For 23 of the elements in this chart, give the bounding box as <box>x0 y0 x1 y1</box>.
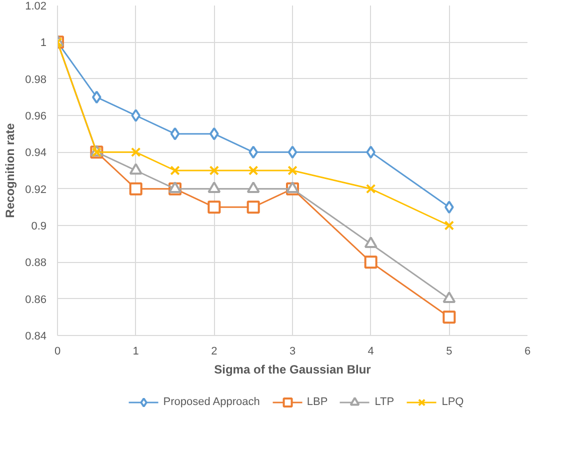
y-tick-label: 1.02 <box>25 0 47 12</box>
x-axis-title: Sigma of the Gaussian Blur <box>214 362 372 376</box>
y-tick-label: 1 <box>40 37 47 50</box>
x-tick-label: 2 <box>211 346 218 358</box>
x-tick-label: 4 <box>368 346 374 358</box>
legend-label: LPQ <box>442 396 464 408</box>
x-tick-label: 0 <box>54 346 61 358</box>
y-axis-title: Recognition rate <box>3 122 18 218</box>
y-tick-label: 0.86 <box>25 294 47 306</box>
y-tick-label: 0.88 <box>25 257 47 270</box>
legend-label: LTP <box>374 396 395 408</box>
y-tick-label: 0.96 <box>25 110 47 122</box>
x-tick-label: 3 <box>289 346 296 358</box>
legend-label: Proposed Approach <box>163 396 260 408</box>
legend-label: LBP <box>306 396 328 408</box>
y-tick-label: 0.98 <box>25 74 47 86</box>
x-tick-label: 5 <box>446 346 452 358</box>
x-tick-label: 6 <box>524 346 531 358</box>
y-tick-label: 0.84 <box>25 330 47 342</box>
x-tick-label: 1 <box>132 346 139 358</box>
y-tick-label: 0.9 <box>31 220 47 232</box>
y-tick-label: 0.94 <box>25 147 47 160</box>
y-tick-label: 0.92 <box>25 184 47 196</box>
